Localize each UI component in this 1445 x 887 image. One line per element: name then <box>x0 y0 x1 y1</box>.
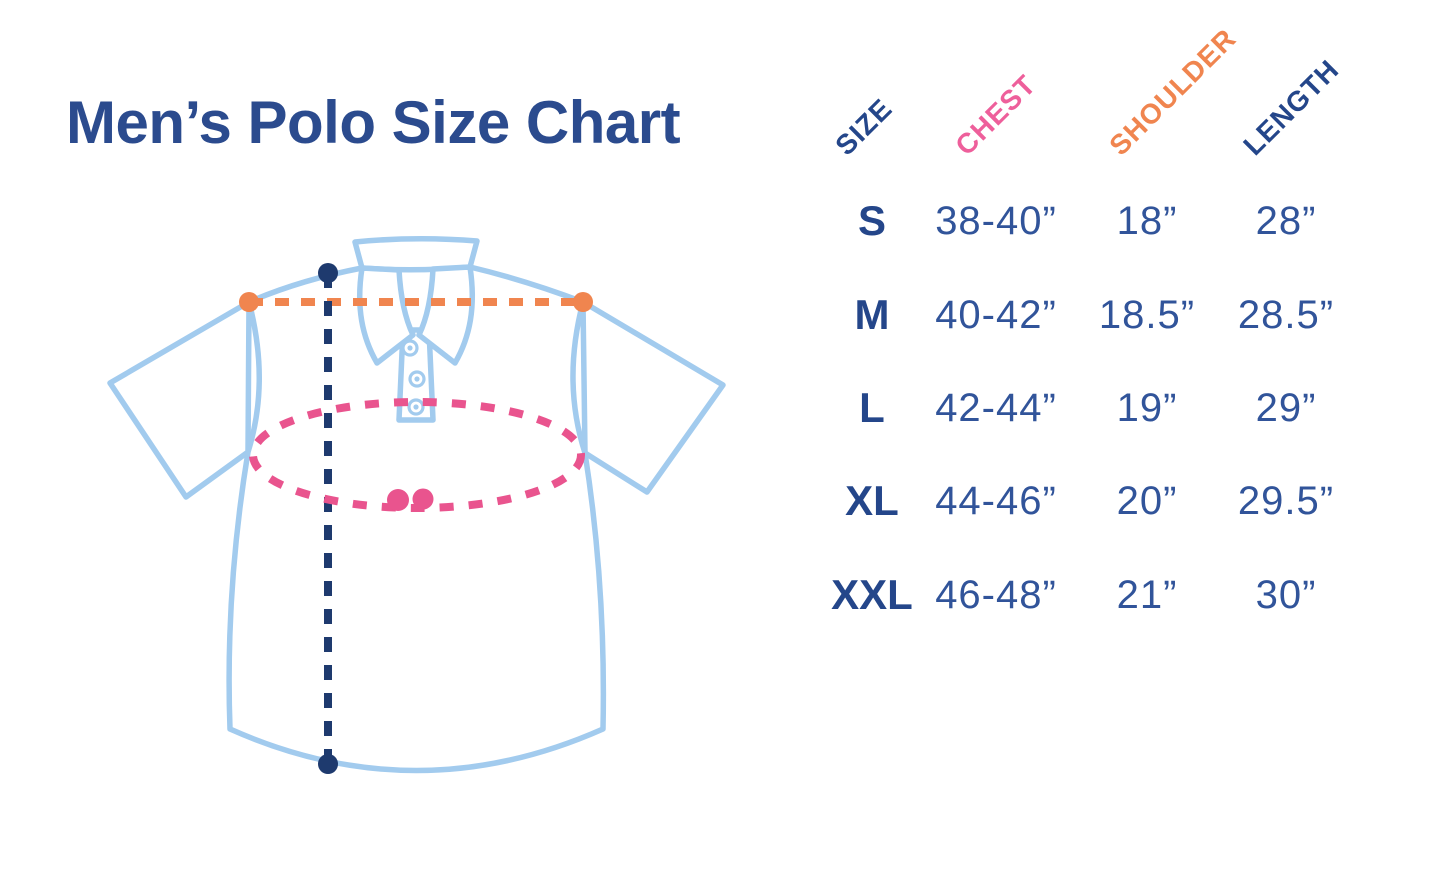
length-measure-line <box>318 263 338 774</box>
column-header-chest: CHEST <box>949 68 1042 162</box>
size-label: M <box>854 291 890 338</box>
polo-shirt-illustration <box>107 235 726 774</box>
chest-value: 46-48” <box>935 573 1057 617</box>
shoulder-value: 21” <box>1116 573 1178 617</box>
buttonhole-dot <box>407 345 413 351</box>
left-sleeve <box>107 299 252 500</box>
shoulder-value: 20” <box>1116 479 1178 523</box>
length-value: 28” <box>1255 199 1317 243</box>
chest-value: 38-40” <box>935 199 1057 243</box>
shoulder-value: 18.5” <box>1098 293 1196 337</box>
right-sleeve <box>580 299 726 495</box>
chest-value: 42-44” <box>935 386 1057 430</box>
size-label: XL <box>845 477 899 524</box>
length-value: 28.5” <box>1237 293 1335 337</box>
size-label: L <box>859 384 885 431</box>
shoulder-value: 19” <box>1116 386 1178 430</box>
column-header-length: LENGTH <box>1237 53 1345 162</box>
size-label: XXL <box>831 571 913 618</box>
chest-value: 40-42” <box>935 293 1057 337</box>
size-label: S <box>857 197 886 244</box>
shirt-body <box>226 264 607 774</box>
chest-value: 44-46” <box>935 479 1057 523</box>
buttonhole-dot <box>414 376 420 382</box>
column-header-shoulder: SHOULDER <box>1103 22 1243 162</box>
shoulder-measure-line <box>239 292 593 312</box>
buttonhole-dot <box>413 404 419 410</box>
collar-flap-right <box>416 264 476 366</box>
page-title: Men’s Polo Size Chart <box>66 89 681 156</box>
length-value: 29.5” <box>1237 479 1335 523</box>
length-value: 29” <box>1255 386 1317 430</box>
shoulder-value: 18” <box>1116 199 1178 243</box>
length-value: 30” <box>1255 573 1317 617</box>
chest-measure-ellipse <box>249 398 585 512</box>
column-header-size: SIZE <box>829 92 899 162</box>
